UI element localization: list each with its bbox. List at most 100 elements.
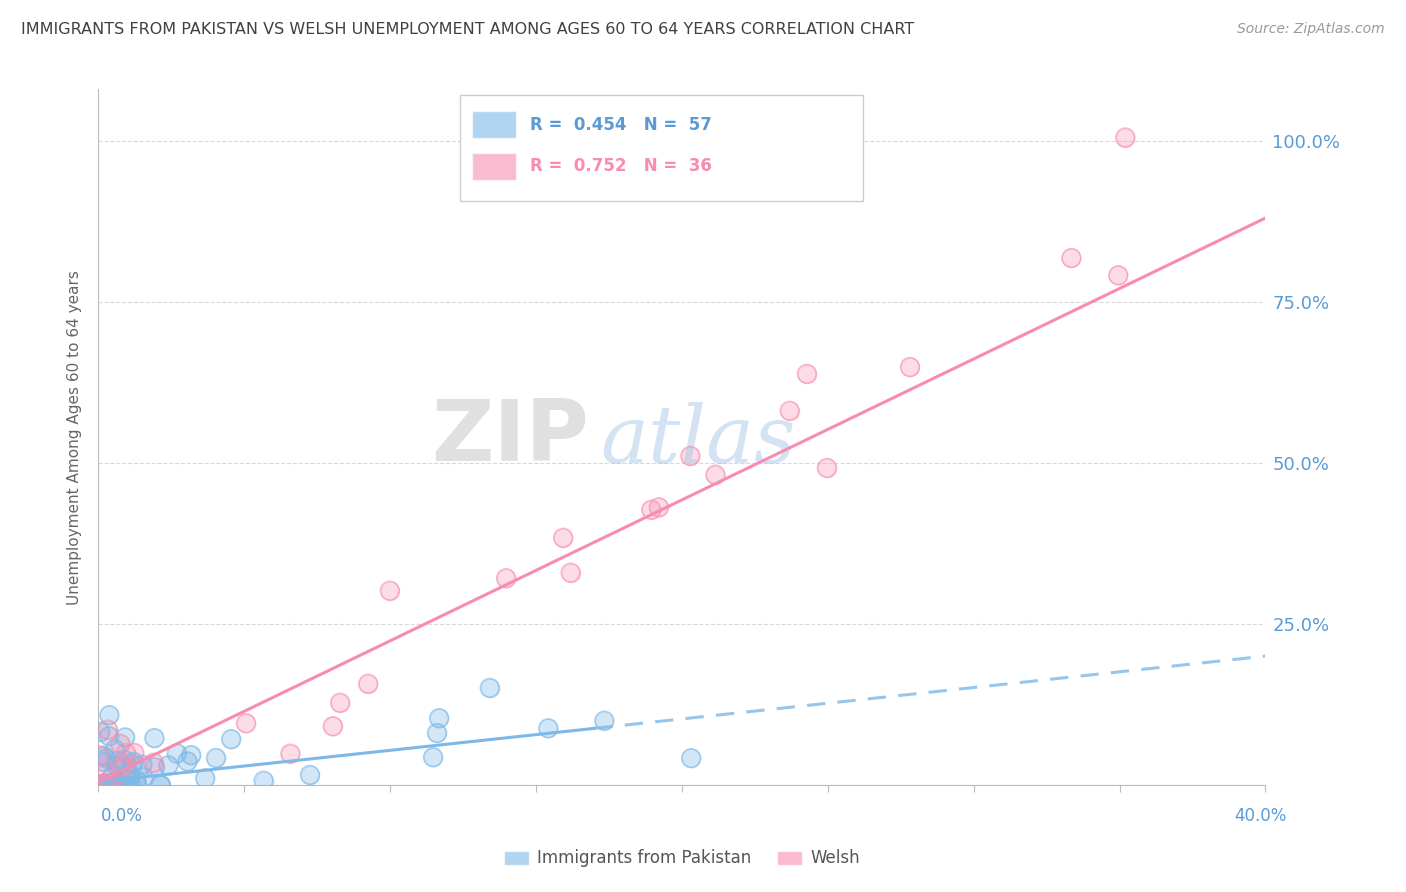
Point: [219, 732, 242, 747]
Point: [98, 778, 121, 792]
Point: [495, 571, 517, 585]
Point: [679, 449, 702, 463]
Legend: Immigrants from Pakistan, Welsh: Immigrants from Pakistan, Welsh: [498, 843, 866, 874]
Point: [280, 747, 302, 761]
Point: [93, 755, 115, 769]
Point: [143, 731, 166, 745]
Point: [194, 772, 217, 786]
Point: [180, 748, 202, 763]
Point: [105, 754, 128, 768]
Point: [103, 774, 125, 789]
Point: [104, 775, 127, 789]
Point: [94, 751, 117, 765]
Point: [679, 449, 702, 463]
Point: [120, 778, 142, 792]
Text: Source: ZipAtlas.com: Source: ZipAtlas.com: [1237, 22, 1385, 37]
Point: [495, 571, 517, 585]
Point: [593, 714, 616, 728]
Text: 0.0%: 0.0%: [101, 807, 143, 825]
Point: [131, 757, 153, 772]
Point: [117, 765, 139, 780]
Point: [89, 778, 111, 792]
Point: [105, 758, 128, 772]
Point: [93, 776, 115, 790]
Point: [93, 776, 115, 790]
Point: [681, 751, 703, 765]
Point: [87, 778, 110, 792]
Point: [426, 726, 449, 740]
Point: [101, 769, 124, 783]
Point: [96, 778, 118, 792]
Point: [127, 778, 149, 792]
Point: [219, 732, 242, 747]
Point: [1114, 130, 1136, 145]
Text: R =  0.752   N =  36: R = 0.752 N = 36: [530, 157, 711, 176]
Point: [108, 760, 131, 774]
Point: [115, 746, 138, 760]
Point: [93, 778, 115, 792]
Point: [122, 755, 145, 769]
Point: [98, 729, 121, 743]
Point: [96, 765, 118, 780]
Point: [93, 776, 115, 790]
Point: [98, 778, 121, 792]
Point: [100, 778, 122, 792]
Point: [89, 778, 111, 792]
Point: [166, 747, 188, 761]
Point: [205, 751, 228, 765]
Point: [105, 758, 128, 772]
Point: [91, 778, 114, 792]
Point: [101, 778, 124, 792]
Point: [143, 760, 166, 774]
Point: [105, 754, 128, 768]
Point: [91, 778, 114, 792]
Point: [98, 729, 121, 743]
Point: [1114, 130, 1136, 145]
Point: [98, 778, 121, 792]
Point: [96, 765, 118, 780]
Point: [122, 746, 145, 760]
Point: [112, 753, 135, 767]
Point: [142, 756, 165, 770]
Point: [103, 778, 125, 792]
Point: [112, 753, 135, 767]
Point: [205, 751, 228, 765]
Point: [143, 731, 166, 745]
Point: [796, 367, 818, 381]
Point: [98, 708, 121, 723]
Point: [108, 778, 131, 792]
Point: [157, 758, 180, 772]
Point: [143, 760, 166, 774]
Point: [149, 778, 172, 792]
Point: [101, 778, 124, 792]
Point: [478, 681, 501, 695]
Point: [329, 696, 352, 710]
Point: [298, 768, 321, 782]
Point: [93, 755, 115, 769]
Point: [120, 769, 142, 783]
Point: [111, 778, 134, 792]
Point: [537, 721, 560, 735]
Point: [704, 467, 727, 482]
Point: [329, 696, 352, 710]
Point: [104, 778, 127, 792]
Point: [815, 461, 838, 475]
Point: [252, 773, 274, 788]
Point: [90, 778, 112, 792]
Point: [97, 723, 120, 737]
Point: [110, 737, 132, 751]
Point: [96, 778, 118, 792]
Point: [122, 746, 145, 760]
Point: [553, 531, 575, 545]
Point: [110, 737, 132, 751]
Point: [121, 756, 143, 771]
Point: [1060, 251, 1083, 265]
Point: [640, 502, 662, 516]
Point: [101, 778, 124, 792]
Point: [104, 742, 127, 756]
Point: [89, 724, 111, 739]
Point: [560, 566, 582, 580]
Point: [298, 768, 321, 782]
Point: [93, 776, 115, 790]
Point: [111, 778, 134, 792]
